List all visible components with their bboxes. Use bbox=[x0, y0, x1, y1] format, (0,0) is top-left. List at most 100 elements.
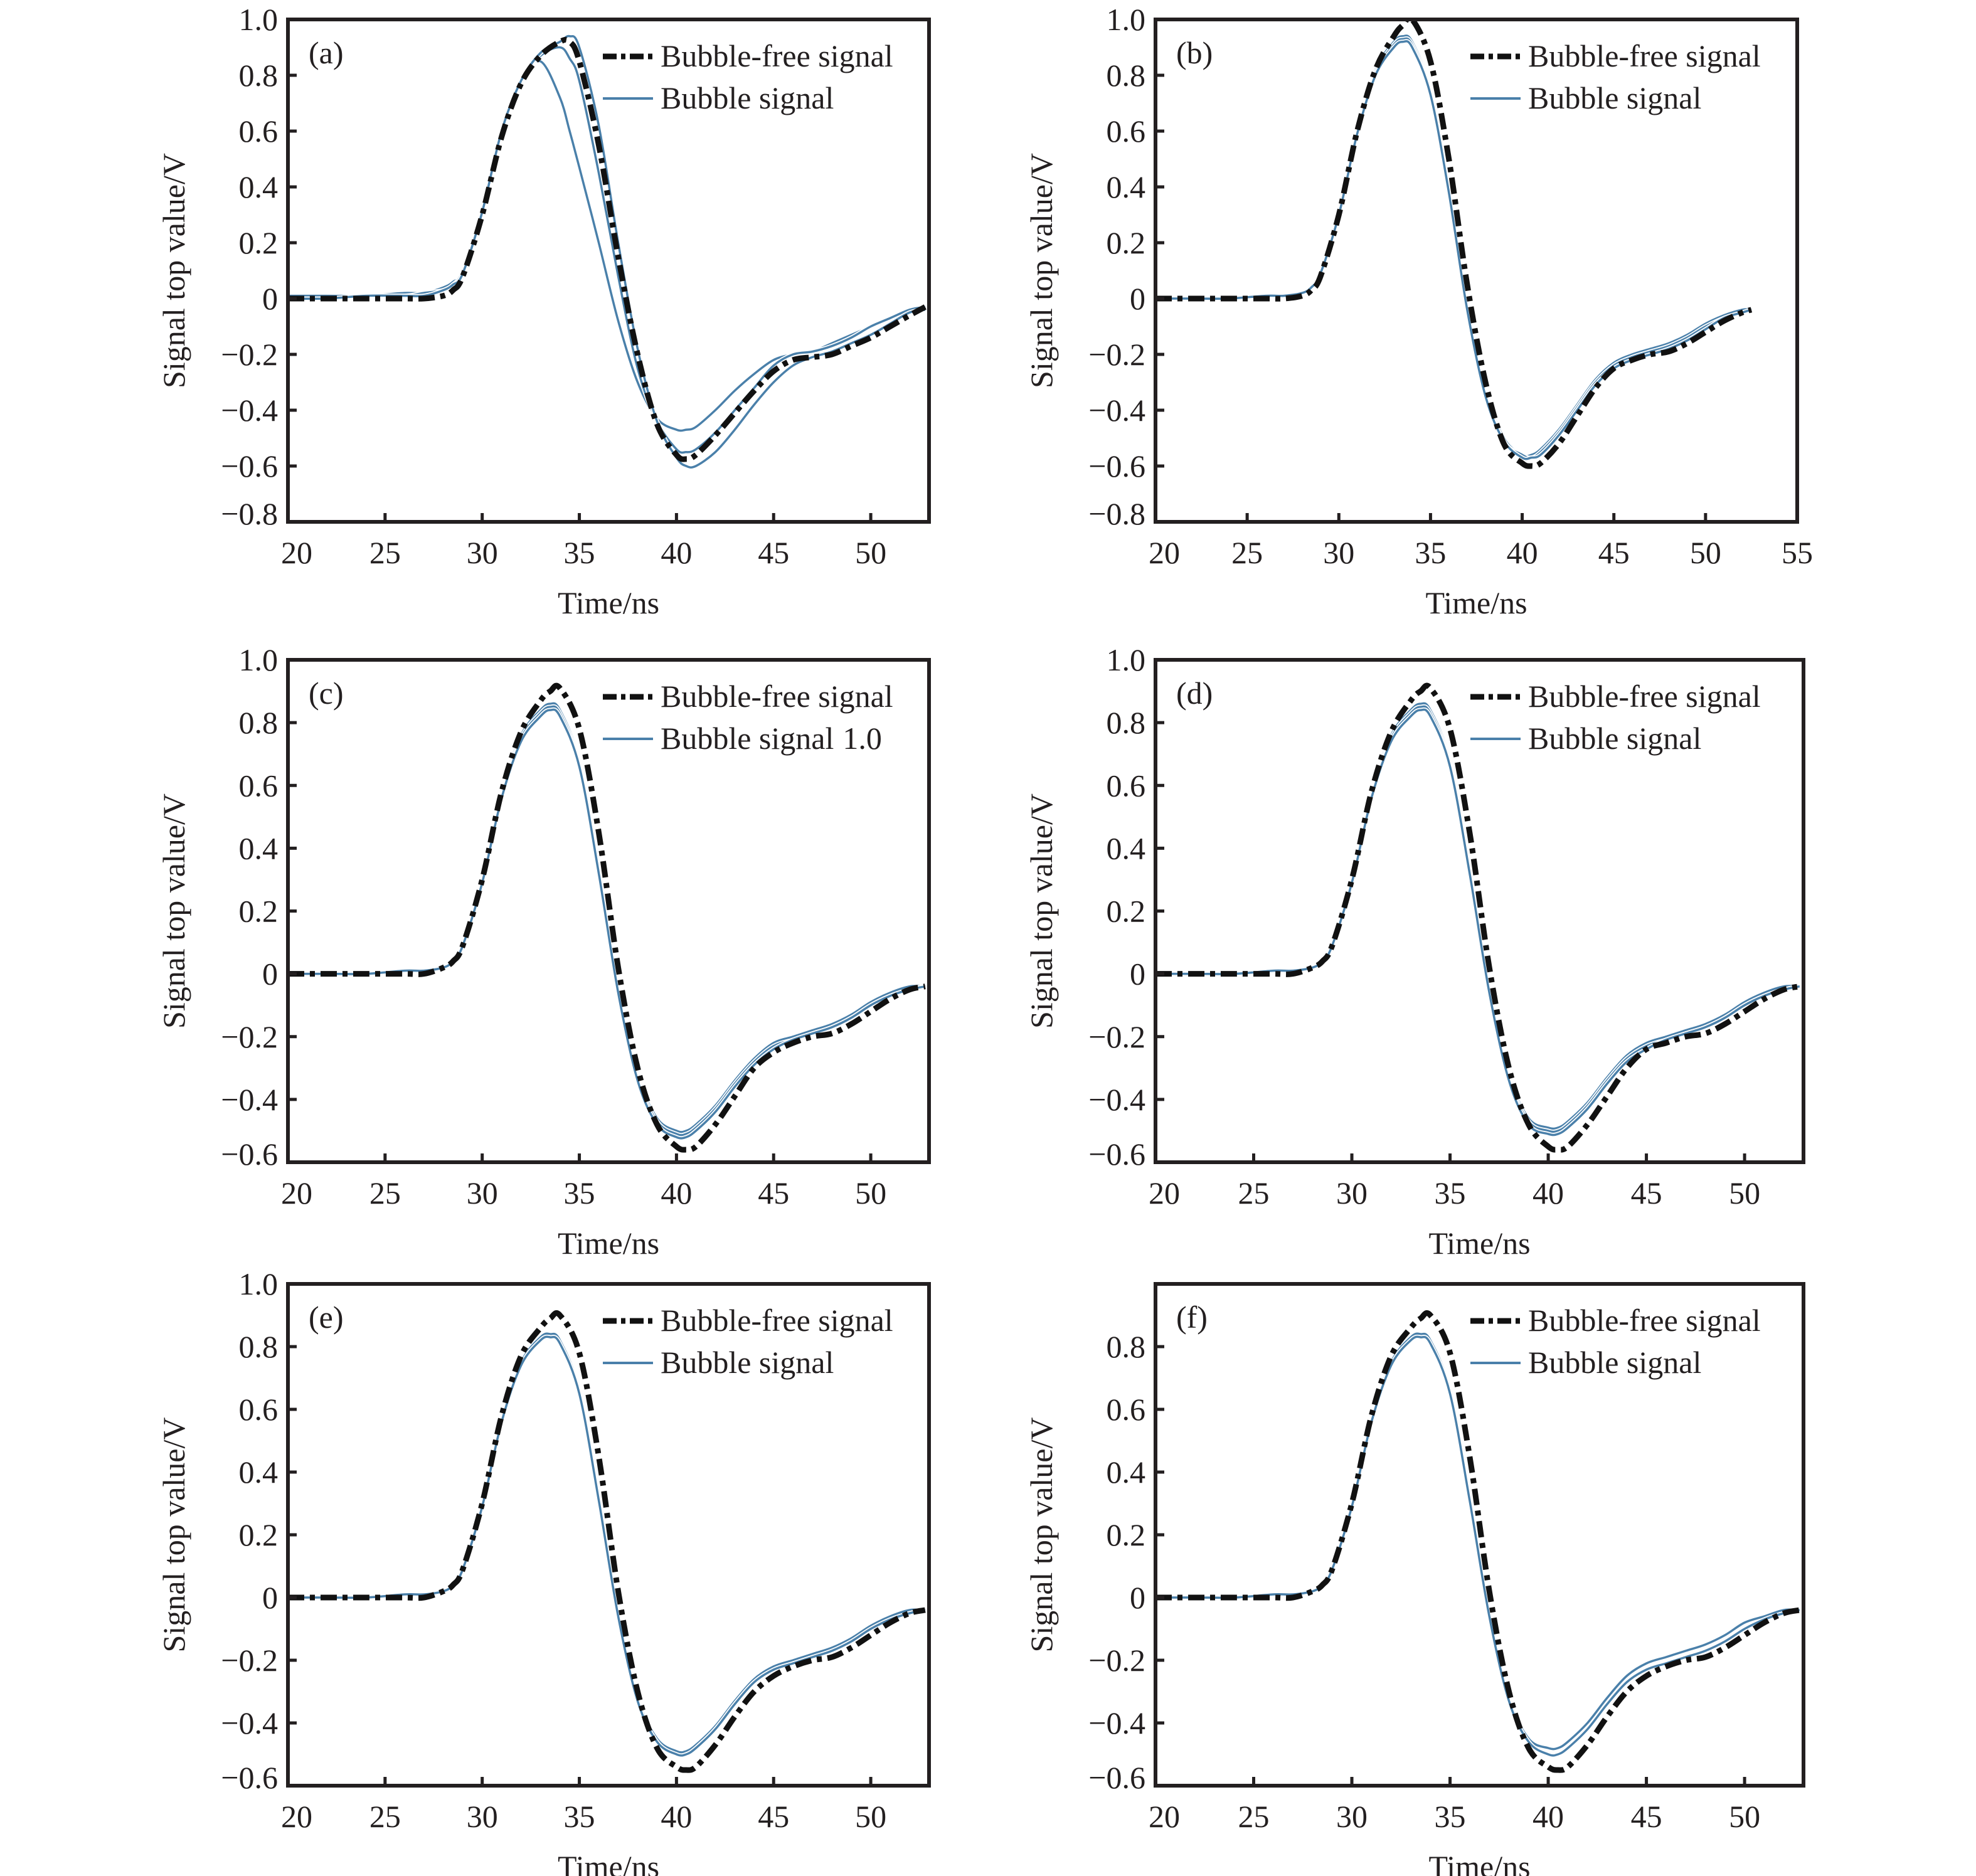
series-group bbox=[288, 1310, 926, 1773]
y-tick-label: 0.2 bbox=[1107, 225, 1146, 260]
x-tick-label: 35 bbox=[564, 1175, 595, 1211]
x-tick-label: 20 bbox=[281, 1799, 312, 1834]
y-axis-label: Signal top value/V bbox=[156, 153, 191, 388]
plot-frame bbox=[1154, 658, 1805, 1164]
series-group bbox=[1155, 1310, 1800, 1773]
legend-label-bubble: Bubble signal bbox=[1528, 80, 1701, 115]
legend-label-bubble-free: Bubble-free signal bbox=[661, 679, 893, 714]
x-tick-label: 40 bbox=[1507, 535, 1538, 570]
x-tick-label: 50 bbox=[1729, 1799, 1760, 1834]
x-tick-label: 25 bbox=[1238, 1175, 1270, 1211]
legend: Bubble-free signal Bubble signal bbox=[1470, 38, 1761, 115]
legend: Bubble-free signal Bubble signal 1.0 bbox=[603, 679, 893, 756]
series-line-bubble-3 bbox=[288, 708, 926, 1140]
plot-frame bbox=[286, 18, 931, 524]
series-line-bubble-free bbox=[288, 682, 926, 1153]
legend-label-bubble-free: Bubble-free signal bbox=[661, 38, 893, 73]
y-tick-label: 0.4 bbox=[239, 830, 279, 866]
y-tick-label: 0 bbox=[1130, 1580, 1145, 1615]
y-tick-label: 0 bbox=[1130, 281, 1145, 316]
x-axis-label: Time/ns bbox=[1428, 1226, 1530, 1261]
y-axis-label: Signal top value/V bbox=[1024, 793, 1059, 1029]
x-tick-label: 40 bbox=[661, 1799, 692, 1834]
x-tick-label: 35 bbox=[564, 535, 595, 570]
panel-label: (c) bbox=[309, 676, 344, 711]
legend-label-bubble: Bubble signal bbox=[1528, 1345, 1701, 1380]
x-tick-label: 35 bbox=[1435, 1799, 1466, 1834]
y-tick-label: 0.6 bbox=[1107, 114, 1146, 149]
y-tick-label: 0.6 bbox=[239, 1392, 279, 1427]
y-axis-label: Signal top value/V bbox=[1024, 153, 1059, 388]
series-line-bubble-2 bbox=[288, 1335, 926, 1757]
x-tick-label: 35 bbox=[1415, 535, 1446, 570]
y-tick-label: 1.0 bbox=[239, 1266, 279, 1301]
y-axis-label: Signal top value/V bbox=[156, 793, 191, 1029]
x-tick-label: 55 bbox=[1782, 535, 1813, 570]
x-axis-label: Time/ns bbox=[1425, 585, 1527, 620]
legend-label-bubble: Bubble signal bbox=[661, 1345, 834, 1380]
y-tick-label: 0.8 bbox=[239, 705, 279, 740]
y-tick-label: 0 bbox=[1130, 957, 1145, 992]
y-tick-label: 0.6 bbox=[1107, 1392, 1146, 1427]
series-line-bubble-3 bbox=[1155, 708, 1800, 1137]
panel-label: (f) bbox=[1176, 1300, 1208, 1335]
y-tick-label: 1.0 bbox=[1107, 2, 1146, 37]
series-group bbox=[288, 682, 926, 1153]
legend-label-bubble: Bubble signal bbox=[1528, 721, 1701, 756]
y-tick-label: −0.4 bbox=[1088, 393, 1145, 428]
x-tick-label: 45 bbox=[758, 1175, 789, 1211]
y-tick-label: 1.0 bbox=[1107, 642, 1146, 677]
y-tick-label: −0.6 bbox=[221, 1137, 278, 1172]
series-line-bubble-free bbox=[1155, 1310, 1800, 1773]
series-line-bubble-free bbox=[288, 1310, 926, 1773]
y-tick-label: −0.6 bbox=[1088, 448, 1145, 484]
legend: Bubble-free signal Bubble signal bbox=[603, 38, 893, 115]
x-tick-label: 20 bbox=[281, 1175, 312, 1211]
x-axis-label: Time/ns bbox=[1428, 1849, 1530, 1876]
y-tick-label: −0.2 bbox=[221, 1019, 278, 1054]
panel-label: (d) bbox=[1176, 676, 1213, 711]
y-tick-label: −0.6 bbox=[221, 448, 278, 484]
y-tick-label: −0.2 bbox=[221, 337, 278, 372]
legend-label-bubble-free: Bubble-free signal bbox=[661, 1303, 893, 1338]
y-tick-label: 0.4 bbox=[239, 169, 279, 204]
series-group bbox=[1155, 19, 1753, 469]
y-tick-label: 0 bbox=[262, 281, 278, 316]
series-line-bubble-1 bbox=[288, 60, 926, 432]
x-tick-label: 35 bbox=[1435, 1175, 1466, 1211]
legend: Bubble-free signal Bubble signal bbox=[603, 1303, 893, 1380]
y-tick-label: 0.4 bbox=[239, 1455, 279, 1490]
series-line-bubble-free bbox=[1155, 19, 1753, 469]
x-axis-label: Time/ns bbox=[558, 1849, 659, 1876]
panel-d: 20 25 30 35 40 45 50 1.0 0.8 0.6 0.4 0.2 0 −0.2 −0.4 −0… bbox=[1024, 642, 1805, 1261]
y-tick-label: 0.8 bbox=[239, 1329, 279, 1364]
y-tick-label: 0.2 bbox=[239, 1517, 279, 1552]
legend-label-bubble: Bubble signal bbox=[661, 721, 834, 756]
panel-c: 20 25 30 35 40 45 50 1.0 0.8 0.6 0.4 0.2 0 −0.2 −0.4 −0… bbox=[156, 642, 931, 1261]
y-tick-label: −0.4 bbox=[221, 393, 278, 428]
y-tick-label: −0.6 bbox=[1088, 1137, 1145, 1172]
y-tick-label: −0.4 bbox=[221, 1705, 278, 1741]
y-tick-label: −0.2 bbox=[1088, 337, 1145, 372]
x-tick-label: 45 bbox=[758, 1799, 789, 1834]
series-group bbox=[288, 33, 927, 470]
y-tick-label: 0 bbox=[262, 1580, 278, 1615]
legend-label-bubble-free: Bubble-free signal bbox=[1528, 679, 1761, 714]
plot-frame bbox=[1154, 18, 1799, 524]
panel-a: 20 25 30 35 40 45 50 1.0 0.8 0.6 0.4 0.2 0 −0.2 −0.4 −0… bbox=[156, 2, 931, 620]
stray-tick-label: 1.0 bbox=[842, 721, 882, 756]
y-tick-label: 0.2 bbox=[1107, 1517, 1146, 1552]
y-tick-label: −0.8 bbox=[221, 496, 278, 531]
legend-label-bubble-free: Bubble-free signal bbox=[1528, 38, 1761, 73]
panel-f: 20 25 30 35 40 45 50 0.8 0.6 0.4 0.2 0 −0.2 −0.4 −0.6 T… bbox=[1024, 1282, 1805, 1876]
series-line-bubble-free bbox=[1155, 682, 1800, 1153]
y-tick-label: 0.6 bbox=[1107, 768, 1146, 803]
x-tick-label: 25 bbox=[369, 1799, 401, 1834]
x-tick-label: 40 bbox=[661, 535, 692, 570]
x-tick-label: 40 bbox=[1532, 1175, 1564, 1211]
y-tick-label: 0.8 bbox=[239, 58, 279, 93]
x-tick-label: 20 bbox=[1149, 1799, 1180, 1834]
y-tick-label: 0.4 bbox=[1107, 830, 1146, 866]
x-axis-label: Time/ns bbox=[558, 585, 659, 620]
y-tick-label: 0.2 bbox=[1107, 894, 1146, 929]
